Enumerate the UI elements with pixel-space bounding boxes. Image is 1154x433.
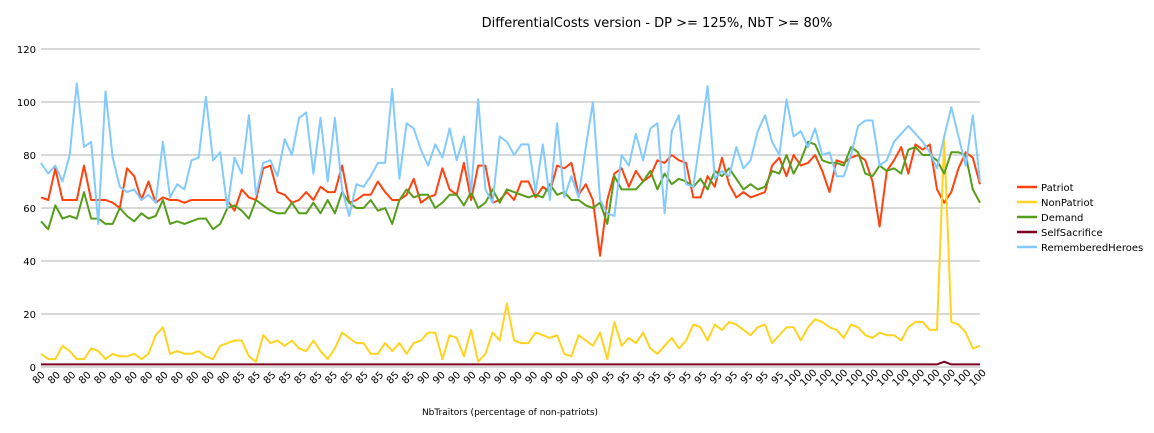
x-tick-label: 95 bbox=[647, 370, 664, 387]
x-tick-label: 90 bbox=[477, 370, 494, 387]
x-tick-label: 95 bbox=[677, 370, 694, 387]
y-tick-label: 120 bbox=[17, 45, 36, 56]
y-tick-label: 0 bbox=[30, 363, 36, 374]
x-tick-label: 90 bbox=[554, 370, 571, 387]
x-tick-label: 95 bbox=[616, 370, 633, 387]
x-tick-label: 85 bbox=[369, 370, 386, 387]
x-tick-label: 90 bbox=[416, 370, 433, 387]
y-tick-label: 40 bbox=[23, 257, 36, 268]
x-tick-label: 95 bbox=[770, 370, 787, 387]
x-tick-label: 85 bbox=[400, 370, 417, 387]
y-tick-label: 100 bbox=[17, 98, 36, 109]
series-line-nonpatriot bbox=[40, 138, 981, 363]
x-tick-label: 80 bbox=[200, 370, 217, 387]
series-line-demand bbox=[40, 140, 981, 231]
y-axis-ticks: 0 20 40 60 80 100 120 bbox=[17, 45, 36, 374]
x-tick-label: 80 bbox=[123, 370, 140, 387]
x-tick-label: 90 bbox=[570, 370, 587, 387]
series-line-patriot bbox=[40, 143, 981, 257]
x-tick-label: 80 bbox=[92, 370, 109, 387]
x-tick-label: 90 bbox=[508, 370, 525, 387]
x-tick-label: 95 bbox=[693, 370, 710, 387]
x-tick-label: 100 bbox=[968, 368, 989, 389]
x-tick-label: 80 bbox=[77, 370, 94, 387]
x-axis-ticks: 8080808080808080808080808085858585858585… bbox=[31, 368, 989, 389]
legend-label: NonPatriot bbox=[1041, 198, 1094, 209]
x-tick-label: 85 bbox=[277, 370, 294, 387]
chart-title: DifferentialCosts version - DP >= 125%, … bbox=[482, 16, 833, 31]
x-tick-label: 80 bbox=[169, 370, 186, 387]
x-tick-label: 95 bbox=[724, 370, 741, 387]
x-axis-label: NbTraitors (percentage of non-patriots) bbox=[422, 408, 598, 418]
x-tick-label: 90 bbox=[585, 370, 602, 387]
x-tick-label: 85 bbox=[308, 370, 325, 387]
gridlines bbox=[41, 48, 980, 368]
series-line-selfsacrifice bbox=[41, 360, 980, 366]
x-tick-label: 85 bbox=[385, 370, 402, 387]
x-tick-label: 80 bbox=[185, 370, 202, 387]
x-tick-label: 95 bbox=[631, 370, 648, 387]
x-tick-label: 95 bbox=[708, 370, 725, 387]
x-tick-label: 85 bbox=[293, 370, 310, 387]
x-tick-label: 85 bbox=[262, 370, 279, 387]
x-tick-label: 90 bbox=[523, 370, 540, 387]
x-tick-label: 90 bbox=[446, 370, 463, 387]
x-tick-label: 95 bbox=[739, 370, 756, 387]
x-tick-label: 85 bbox=[339, 370, 356, 387]
legend-label: RememberedHeroes bbox=[1041, 243, 1143, 254]
legend-label: Demand bbox=[1041, 213, 1083, 224]
x-tick-label: 90 bbox=[539, 370, 556, 387]
x-tick-label: 85 bbox=[323, 370, 340, 387]
x-tick-label: 90 bbox=[462, 370, 479, 387]
x-tick-label: 95 bbox=[754, 370, 771, 387]
y-tick-label: 80 bbox=[23, 151, 36, 162]
legend-label: SelfSacrifice bbox=[1041, 228, 1103, 239]
x-tick-label: 95 bbox=[662, 370, 679, 387]
y-tick-label: 20 bbox=[23, 310, 36, 321]
x-tick-label: 80 bbox=[139, 370, 156, 387]
x-tick-label: 95 bbox=[600, 370, 617, 387]
x-tick-label: 80 bbox=[108, 370, 125, 387]
y-tick-label: 60 bbox=[23, 204, 36, 215]
x-tick-label: 80 bbox=[154, 370, 171, 387]
legend-label: Patriot bbox=[1041, 183, 1074, 194]
series-line-rememberedheroes bbox=[40, 82, 981, 225]
legend: Patriot NonPatriot Demand SelfSacrifice Reme… bbox=[1017, 183, 1143, 254]
x-tick-label: 80 bbox=[46, 370, 63, 387]
x-tick-label: 85 bbox=[231, 370, 248, 387]
x-tick-label: 90 bbox=[431, 370, 448, 387]
series-lines bbox=[40, 82, 981, 366]
x-tick-label: 80 bbox=[216, 370, 233, 387]
x-tick-label: 90 bbox=[493, 370, 510, 387]
x-tick-label: 85 bbox=[354, 370, 371, 387]
x-tick-label: 85 bbox=[246, 370, 263, 387]
x-tick-label: 80 bbox=[62, 370, 79, 387]
